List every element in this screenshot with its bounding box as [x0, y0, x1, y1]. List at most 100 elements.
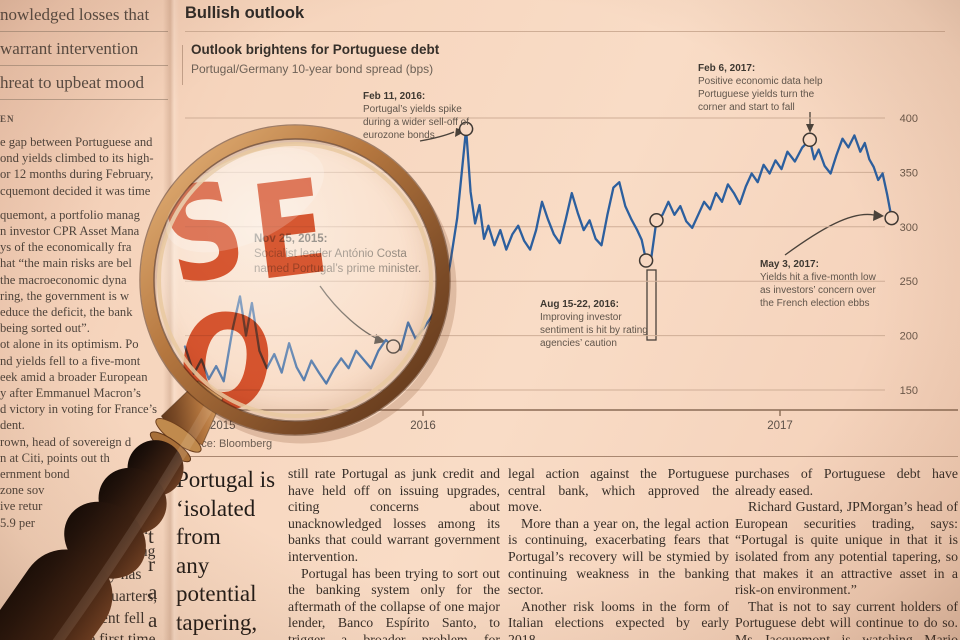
text-fragment: is running: [93, 543, 156, 560]
annotation-line: sentiment is hit by rating: [540, 325, 648, 336]
event-marker: [649, 213, 664, 228]
divider: [0, 99, 168, 100]
paragraph: More than a year on, the legal action is…: [508, 515, 729, 598]
text-line: nd yields fell to a five-mont: [0, 353, 141, 368]
letter-fragment: s: [148, 468, 157, 492]
text-line: d victory in voting for France’s: [0, 402, 158, 417]
text-line: 5.9 per: [0, 515, 35, 530]
byline-fragment: EN: [0, 114, 15, 124]
text-line: n at Citi, points out th: [0, 450, 110, 465]
annotation-line: corner and start to fall: [698, 102, 795, 113]
pull-quote-line: tapering,: [176, 609, 258, 635]
text-line: ys of the economically fra: [0, 240, 132, 255]
text-line: ive retur: [0, 499, 43, 514]
article-column: legal action against the Portuguese cent…: [508, 466, 729, 640]
x-axis-label-2017: 2017: [767, 420, 793, 432]
seo-paint-text: SEO: [149, 150, 434, 444]
pull-quote-line: ‘isolated from: [176, 495, 256, 550]
text-fragment: see: [128, 500, 148, 517]
annotation-date: Feb 6, 2017:: [698, 63, 756, 74]
paragraph: still rate Portugal as junk credit and h…: [288, 466, 500, 564]
paragraph: Richard Gustard, JPMorgan’s head of Euro…: [735, 499, 958, 598]
text-fragment: ression: [104, 521, 148, 538]
text-fragment: straight quarters,: [53, 588, 158, 605]
article-section: Portugal is ‘isolated from any potential…: [170, 464, 960, 640]
arrow-may2017: [784, 213, 875, 256]
arrow-head: [806, 124, 814, 133]
seo-letter: S: [149, 152, 253, 317]
text-line: ernment bond: [0, 467, 70, 482]
y-axis-tick-label: 350: [900, 167, 918, 179]
annotation-line: Yields hit a five-month low: [760, 272, 876, 283]
text-line: rown, head of sovereign d: [0, 434, 132, 449]
headline-fragment: nowledged losses that: [0, 5, 150, 24]
text-line: quemont, a portfolio manag: [0, 207, 140, 222]
pull-quote: Portugal is ‘isolated from any potential…: [176, 466, 288, 640]
text-line: eek amid a broader European: [0, 369, 148, 384]
chart-subtitle: Portugal/Germany 10-year bond spread (bp…: [191, 62, 434, 76]
title-accent-bar: [182, 45, 183, 85]
aug2016-bracket: [646, 269, 657, 341]
paragraph: That is not to say current holders of Po…: [735, 598, 958, 640]
paragraph: Portugal has been trying to sort out the…: [288, 565, 500, 640]
annotation-date: May 3, 2017:: [760, 259, 819, 270]
left-page-column: nowledged losses that warrant interventi…: [0, 0, 170, 640]
annotation-line: eurozone bonds: [363, 130, 435, 141]
text-line: being sorted out”.: [0, 321, 90, 336]
text-line: dent.: [0, 418, 25, 433]
y-axis-tick-label: 400: [900, 113, 918, 125]
article-column: still rate Portugal as junk credit and h…: [288, 466, 500, 640]
text-line: cquemont decided it was time: [0, 183, 151, 198]
text-line: the macroeconomic dyna: [0, 272, 127, 287]
paragraph: legal action against the Portuguese cent…: [508, 466, 729, 515]
divider: [185, 31, 945, 32]
letter-fragment: a: [148, 580, 158, 604]
headline-fragment: warrant intervention: [0, 39, 139, 58]
letter-fragment: t: [148, 524, 154, 548]
pull-quote-line: making it: [176, 637, 288, 640]
event-marker: [884, 210, 899, 226]
annotation-line: as investors’ concern over: [760, 285, 876, 296]
section-divider: [172, 456, 958, 457]
event-marker: [458, 121, 474, 137]
event-marker: [638, 253, 654, 268]
annotation-feb2016: Feb 11, 2016: Portugal’s yields spike du…: [363, 90, 469, 142]
annotation-line: the French election ebbs: [760, 298, 870, 309]
text-line: zone sov: [0, 483, 45, 498]
annotation-line: during a wider sell-off of: [363, 117, 469, 128]
seo-letter: E: [243, 150, 329, 310]
annotation-line: Improving investor: [540, 312, 622, 323]
seo-letter: O: [167, 281, 278, 445]
letter-fragment: r: [148, 552, 155, 576]
letter-fragment: a: [148, 608, 158, 632]
paragraph: Another risk looms in the form of Italia…: [508, 598, 729, 640]
chart-kicker: Bullish outlook: [185, 4, 305, 22]
y-axis-tick-label: 200: [900, 331, 918, 343]
annotation-may2017: May 3, 2017: Yields hit a five-month low…: [760, 258, 876, 310]
divider: [0, 31, 168, 32]
event-marker: [802, 132, 818, 148]
text-line: ring, the government is w: [0, 288, 130, 303]
annotation-line: Positive economic data help: [698, 76, 823, 87]
pull-quote-line: any potential: [176, 552, 257, 607]
x-axis-label-2016: 2016: [410, 420, 436, 432]
text-line: n investor CPR Asset Mana: [0, 224, 140, 239]
divider: [0, 65, 168, 66]
annotation-date: Aug 15-22, 2016:: [540, 299, 619, 310]
annotation-line: agencies’ caution: [540, 338, 617, 349]
y-axis-tick-label: 300: [900, 222, 918, 234]
text-line: hat “the main risks are bel: [0, 256, 132, 271]
paragraph: purchases of Portuguese debt have alread…: [735, 466, 958, 498]
annotation-line: Portugal’s yields spike: [363, 104, 462, 115]
annotation-feb2017: Feb 6, 2017: Positive economic data help…: [698, 62, 823, 114]
text-line: or 12 months during February,: [0, 167, 154, 182]
text-line: y after Emmanuel Macron’s: [0, 386, 141, 401]
text-line: e gap between Portuguese and: [0, 135, 153, 149]
arrow-head: [873, 210, 884, 221]
text-fragment: economy has: [60, 566, 142, 583]
chart-title: Outlook brightens for Portuguese debt: [191, 42, 440, 57]
text-line: educe the deficit, the bank: [0, 305, 133, 320]
letter-fragment: a: [148, 496, 158, 520]
text-line: ond yields climbed to its high-: [0, 151, 154, 166]
